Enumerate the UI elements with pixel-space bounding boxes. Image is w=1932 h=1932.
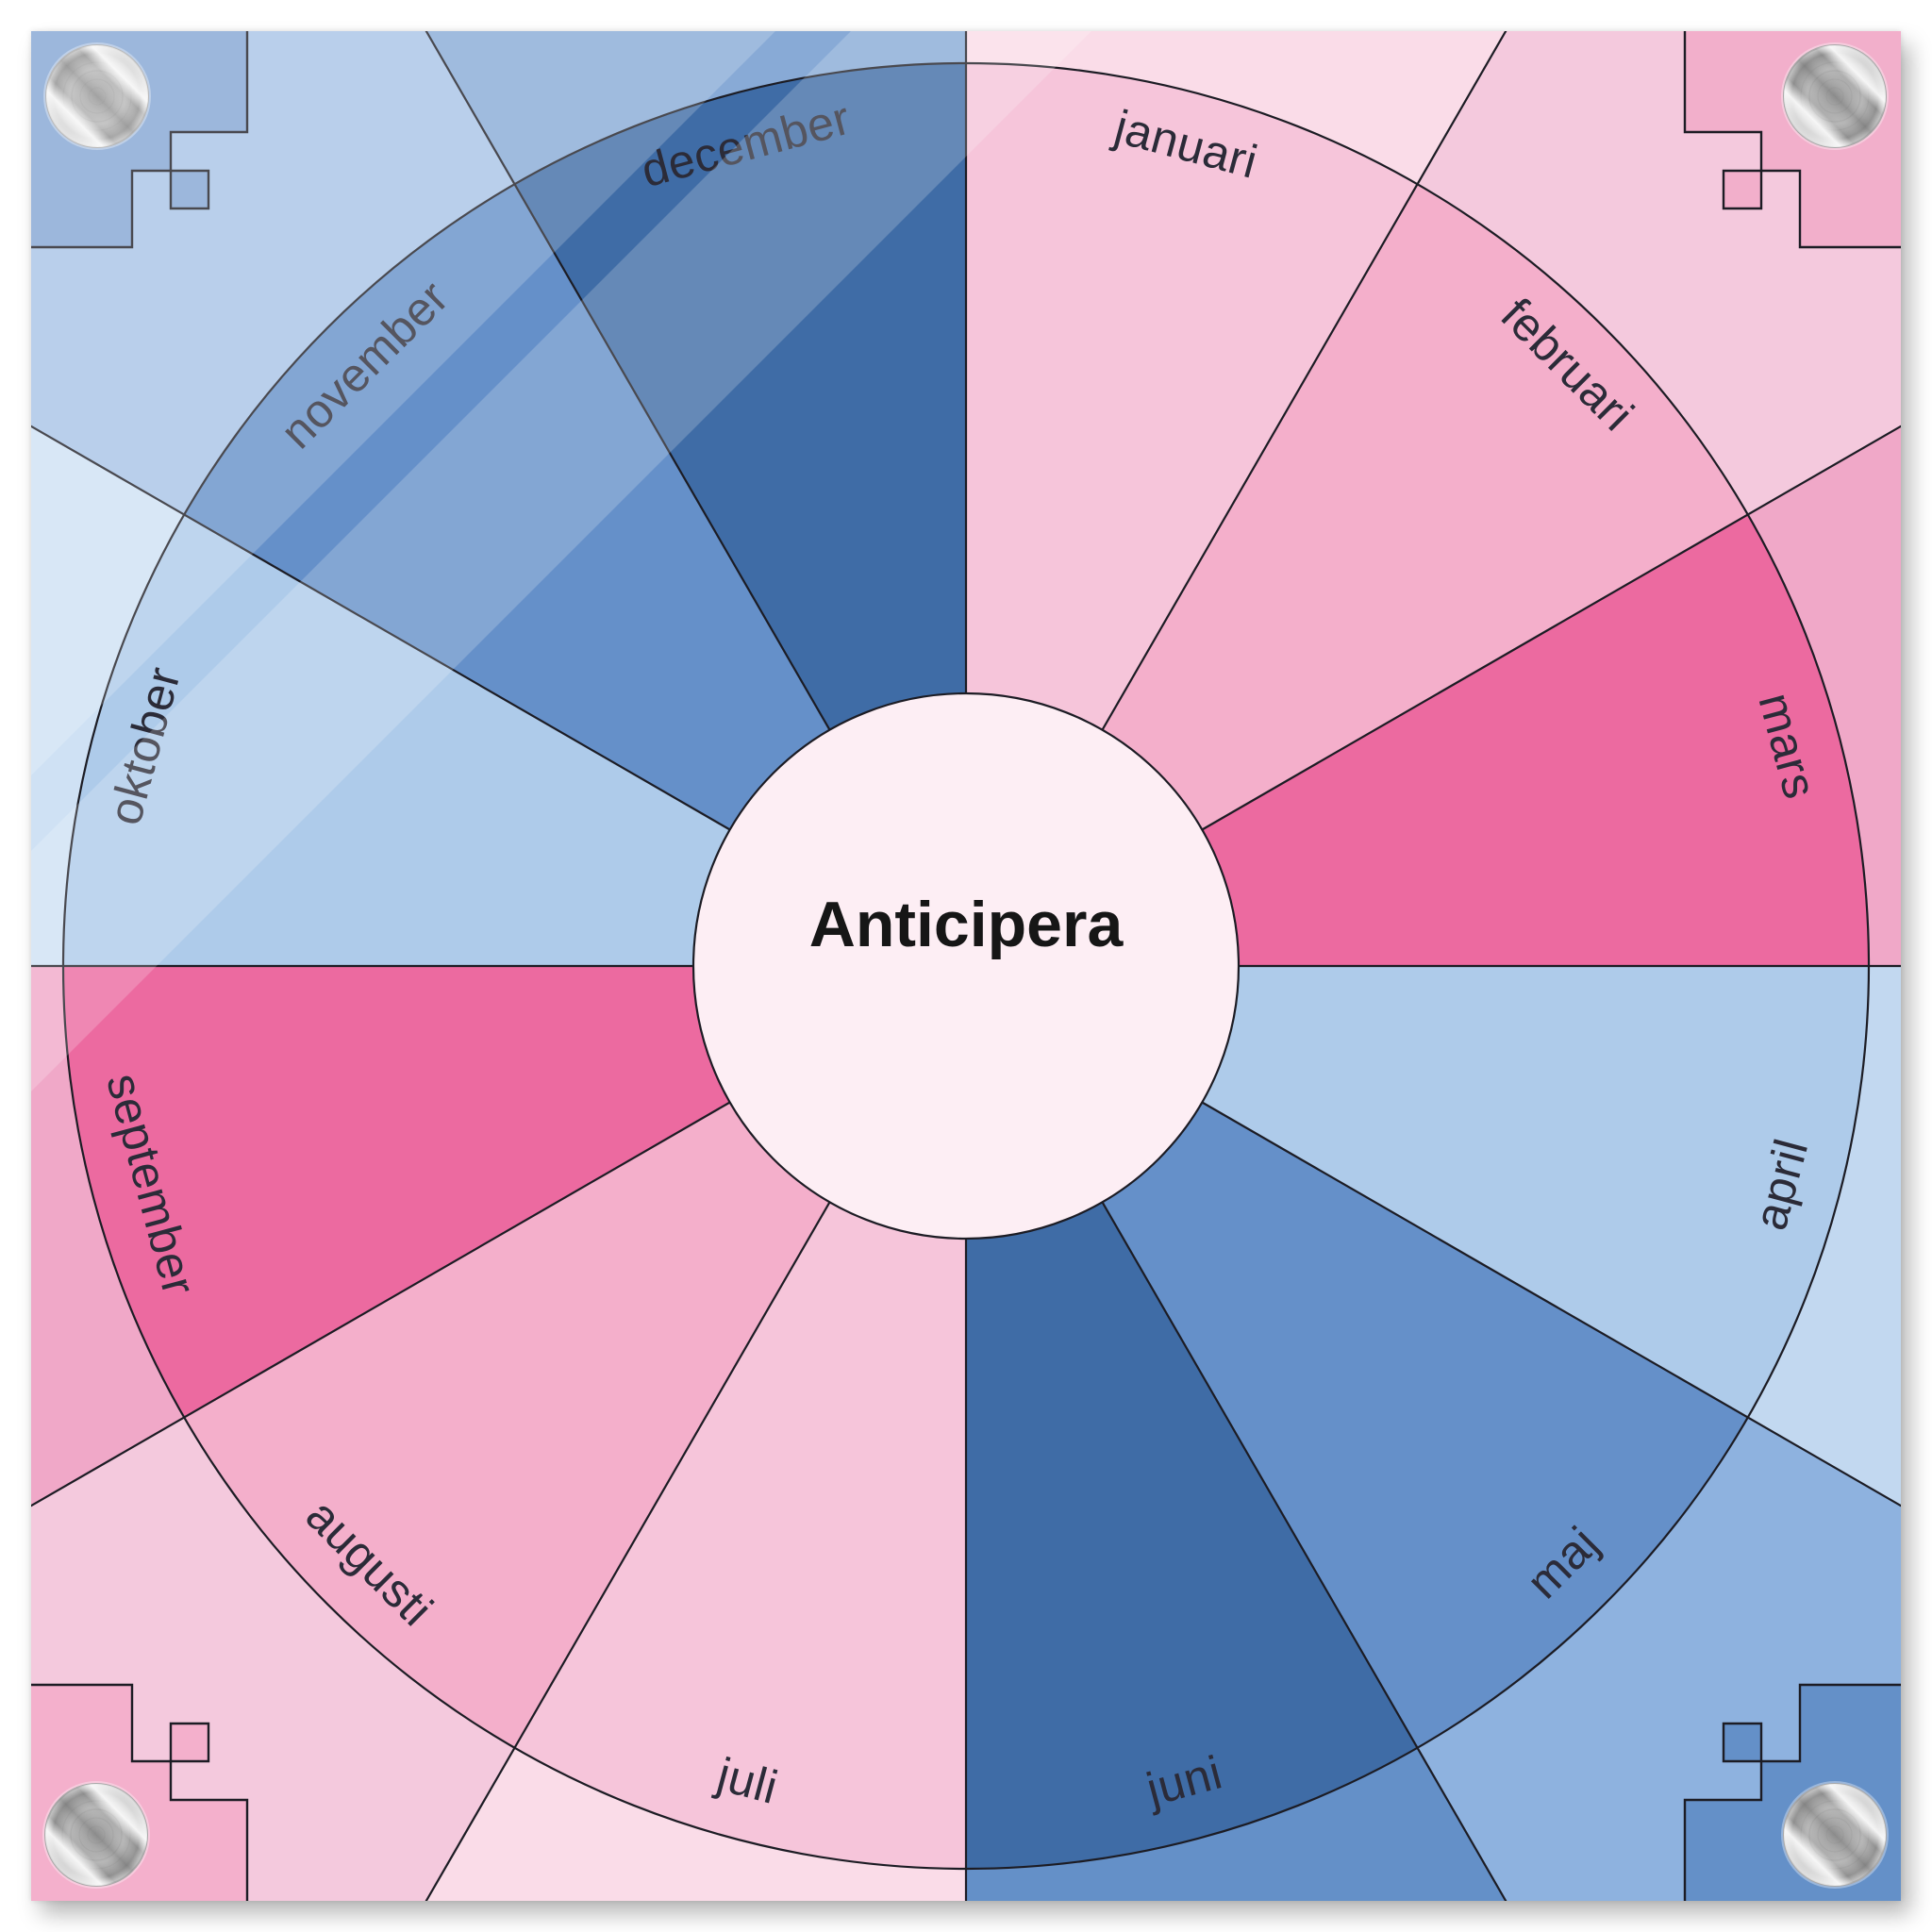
wedge-maj[interactable]: [966, 966, 1748, 1748]
corner-step-line: [1683, 31, 1901, 249]
glare-band: [31, 31, 775, 775]
divider-line: [1201, 1101, 1901, 1507]
wedge-augusti[interactable]: [184, 966, 966, 1748]
divider-line: [425, 1201, 831, 1901]
divider-line: [1201, 425, 1901, 831]
screw-icon: [43, 42, 151, 150]
mounting-screws: [42, 42, 1889, 1889]
screw-icon: [1781, 42, 1889, 150]
corner-step-line: [31, 31, 249, 249]
divider-line: [425, 31, 831, 731]
divider-line: [31, 1101, 731, 1507]
wedge-november[interactable]: [184, 184, 966, 966]
screw-icon: [42, 1781, 150, 1889]
wedge-februari[interactable]: [966, 184, 1748, 966]
center-title: Anticipera: [809, 889, 1124, 960]
divider-line: [1101, 31, 1507, 731]
corner-square: [169, 1722, 210, 1763]
divider-line: [1101, 1201, 1507, 1901]
corner-step-line: [31, 1683, 249, 1901]
glass-glare: [31, 31, 1091, 1091]
center-hub: [691, 691, 1241, 1241]
glare-band: [31, 31, 1091, 1091]
screw-icon: [1781, 1781, 1889, 1889]
corner-square: [1722, 169, 1763, 210]
corner-square: [1722, 1722, 1763, 1763]
corner-square: [169, 169, 210, 210]
divider-line: [31, 425, 731, 831]
outer-ring: [61, 61, 1871, 1871]
corner-step-line: [1683, 1683, 1901, 1901]
